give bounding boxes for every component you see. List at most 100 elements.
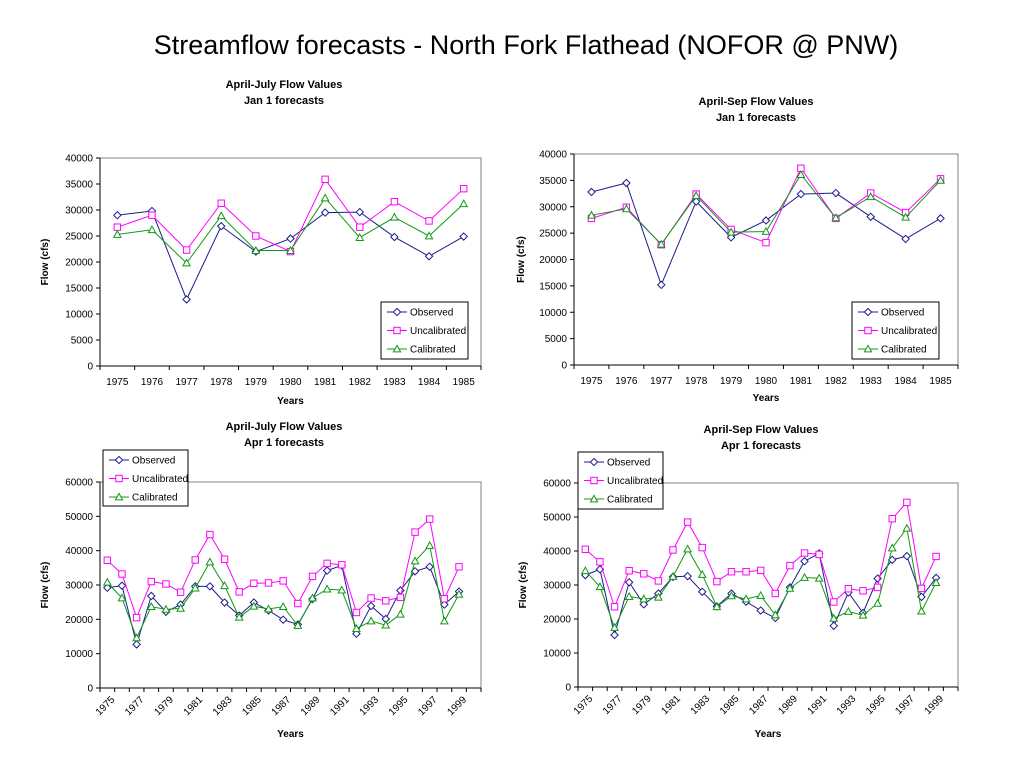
data-point xyxy=(440,595,449,603)
data-point xyxy=(741,594,751,603)
x-tick-label: 1984 xyxy=(418,377,441,388)
chart-subtitle: Jan 1 forecasts xyxy=(716,112,796,124)
data-point xyxy=(610,622,619,631)
data-point xyxy=(932,552,940,561)
data-point xyxy=(936,214,945,223)
data-point xyxy=(220,581,230,590)
legend-marker xyxy=(392,344,402,353)
data-point xyxy=(887,543,897,552)
legend-marker xyxy=(393,326,401,335)
legend-marker xyxy=(864,326,872,335)
x-tick-label: 1983 xyxy=(211,694,235,718)
x-tick-label: 1980 xyxy=(755,376,778,387)
data-point xyxy=(182,295,191,304)
chart-title: April-July Flow Values xyxy=(226,79,343,91)
data-point xyxy=(440,600,449,609)
data-point xyxy=(726,233,736,242)
data-point xyxy=(367,594,375,602)
chart-title: April-Sep Flow Values xyxy=(704,424,819,436)
legend-label: Observed xyxy=(132,456,175,467)
y-tick-label: 35000 xyxy=(539,176,567,187)
data-point xyxy=(146,602,156,611)
data-point xyxy=(866,212,876,222)
data-point xyxy=(888,515,896,523)
data-point xyxy=(321,175,329,184)
data-point xyxy=(147,225,157,234)
x-tick-label: 1991 xyxy=(806,693,830,717)
data-point xyxy=(279,577,287,585)
data-point xyxy=(785,583,795,592)
data-point xyxy=(901,212,911,221)
x-tick-label: 1982 xyxy=(349,377,372,388)
data-point xyxy=(713,577,721,586)
x-tick-label: 1987 xyxy=(270,694,294,718)
data-point xyxy=(352,608,361,617)
data-point xyxy=(901,234,910,244)
data-point xyxy=(668,571,678,580)
y-tick-label: 35000 xyxy=(65,180,93,191)
data-point xyxy=(727,591,736,600)
data-point xyxy=(621,204,631,213)
legend-label: Observed xyxy=(410,308,453,319)
x-tick-label: 1999 xyxy=(445,694,469,718)
data-point xyxy=(697,587,707,597)
legend-label: Observed xyxy=(881,308,924,319)
data-point xyxy=(216,211,226,220)
chart-title: April-Sep Flow Values xyxy=(699,96,814,108)
legend-label: Calibrated xyxy=(132,493,178,504)
x-tick-label: 1975 xyxy=(580,376,603,387)
data-point xyxy=(873,598,883,607)
chart-title: April-July Flow Values xyxy=(226,421,343,433)
data-point xyxy=(205,582,215,591)
y-tick-label: 60000 xyxy=(65,478,93,489)
y-tick-label: 10000 xyxy=(543,649,571,660)
legend-label: Calibrated xyxy=(607,495,653,506)
data-point xyxy=(796,189,806,199)
y-tick-label: 5000 xyxy=(71,336,94,347)
data-point xyxy=(580,566,590,575)
data-point xyxy=(595,582,605,591)
data-point xyxy=(249,601,259,610)
data-point xyxy=(829,613,839,622)
series-line xyxy=(106,544,460,640)
y-tick-label: 20000 xyxy=(539,255,567,266)
data-point xyxy=(264,604,273,613)
x-tick-label: 1979 xyxy=(245,377,268,388)
x-tick-label: 1989 xyxy=(776,693,800,717)
data-point xyxy=(322,584,332,593)
data-point xyxy=(459,184,468,193)
data-point xyxy=(656,239,666,248)
chart-svg: April-Sep Flow Values Apr 1 forecasts 0 100… xyxy=(518,424,959,740)
legend-label: Uncalibrated xyxy=(410,326,466,337)
data-point xyxy=(132,640,141,649)
y-axis-label: Flow (cfs) xyxy=(40,239,51,286)
chart-subtitle: Jan 1 forecasts xyxy=(244,95,324,107)
x-tick-label: 1983 xyxy=(383,377,406,388)
y-tick-label: 40000 xyxy=(65,546,93,557)
data-point xyxy=(132,633,142,642)
legend-marker xyxy=(114,455,124,465)
series-uncalibrated xyxy=(587,164,945,249)
y-tick-label: 30000 xyxy=(65,581,93,592)
x-tick-label: 1985 xyxy=(929,376,952,387)
y-tick-label: 0 xyxy=(87,362,93,373)
data-point xyxy=(389,212,399,221)
data-point xyxy=(454,589,464,598)
data-point xyxy=(112,229,122,238)
data-point xyxy=(624,577,634,587)
x-tick-label: 1976 xyxy=(615,376,638,387)
data-point xyxy=(829,621,839,631)
legend-marker xyxy=(863,307,873,317)
data-point xyxy=(873,583,882,592)
y-tick-label: 30000 xyxy=(65,206,93,217)
x-tick-label: 1978 xyxy=(210,377,233,388)
data-point xyxy=(286,234,295,243)
legend-label: Uncalibrated xyxy=(881,326,937,337)
data-point xyxy=(250,579,258,587)
chart-svg: April-Sep Flow Values Jan 1 forecasts 0 500… xyxy=(516,96,959,404)
legend-marker xyxy=(392,307,402,317)
data-point xyxy=(761,216,771,225)
data-point xyxy=(182,258,192,267)
data-point xyxy=(439,616,449,625)
data-point xyxy=(936,175,945,184)
